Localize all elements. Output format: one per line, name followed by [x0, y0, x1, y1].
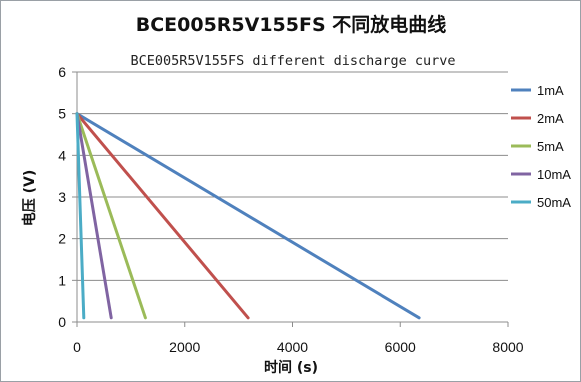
- legend: 1mA 2mA 5mA 10mA 50mA: [511, 83, 571, 210]
- y-tick-label: 2: [58, 231, 66, 247]
- series-line-5mA: [75, 112, 147, 320]
- x-tick-label: 8000: [492, 339, 523, 355]
- series-lines: [75, 112, 421, 320]
- x-axis-label: 时间 (s): [264, 359, 318, 376]
- axes: [72, 71, 509, 327]
- x-tick-label: 0: [73, 339, 81, 355]
- y-axis-label: 电压 (V): [21, 170, 38, 227]
- legend-label-1mA: 1mA: [537, 83, 564, 98]
- legend-label-10mA: 10mA: [537, 167, 571, 182]
- gridlines: [77, 71, 508, 281]
- y-tick-labels: 0 1 2 3 4 5 6: [58, 64, 66, 330]
- chart-subtitle: BCE005R5V155FS different discharge curve: [130, 53, 455, 69]
- x-tick-label: 6000: [385, 339, 416, 355]
- y-tick-label: 4: [58, 147, 66, 163]
- series-line-2mA: [75, 112, 250, 320]
- legend-label-5mA: 5mA: [537, 139, 564, 154]
- y-tick-label: 0: [58, 314, 66, 330]
- series-line-1mA: [75, 112, 421, 320]
- y-tick-label: 3: [58, 189, 66, 205]
- y-tick-label: 5: [58, 106, 66, 122]
- y-tick-label: 6: [58, 64, 66, 80]
- x-tick-label: 2000: [169, 339, 200, 355]
- legend-label-50mA: 50mA: [537, 195, 571, 210]
- x-tick-label: 4000: [277, 339, 308, 355]
- x-tick-labels: 0 2000 4000 6000 8000: [73, 339, 524, 355]
- series-line-10mA: [75, 112, 113, 320]
- series-line-50mA: [75, 112, 86, 320]
- y-tick-label: 1: [58, 272, 66, 288]
- chart-title: BCE005R5V155FS 不同放电曲线: [136, 13, 447, 36]
- legend-label-2mA: 2mA: [537, 111, 564, 126]
